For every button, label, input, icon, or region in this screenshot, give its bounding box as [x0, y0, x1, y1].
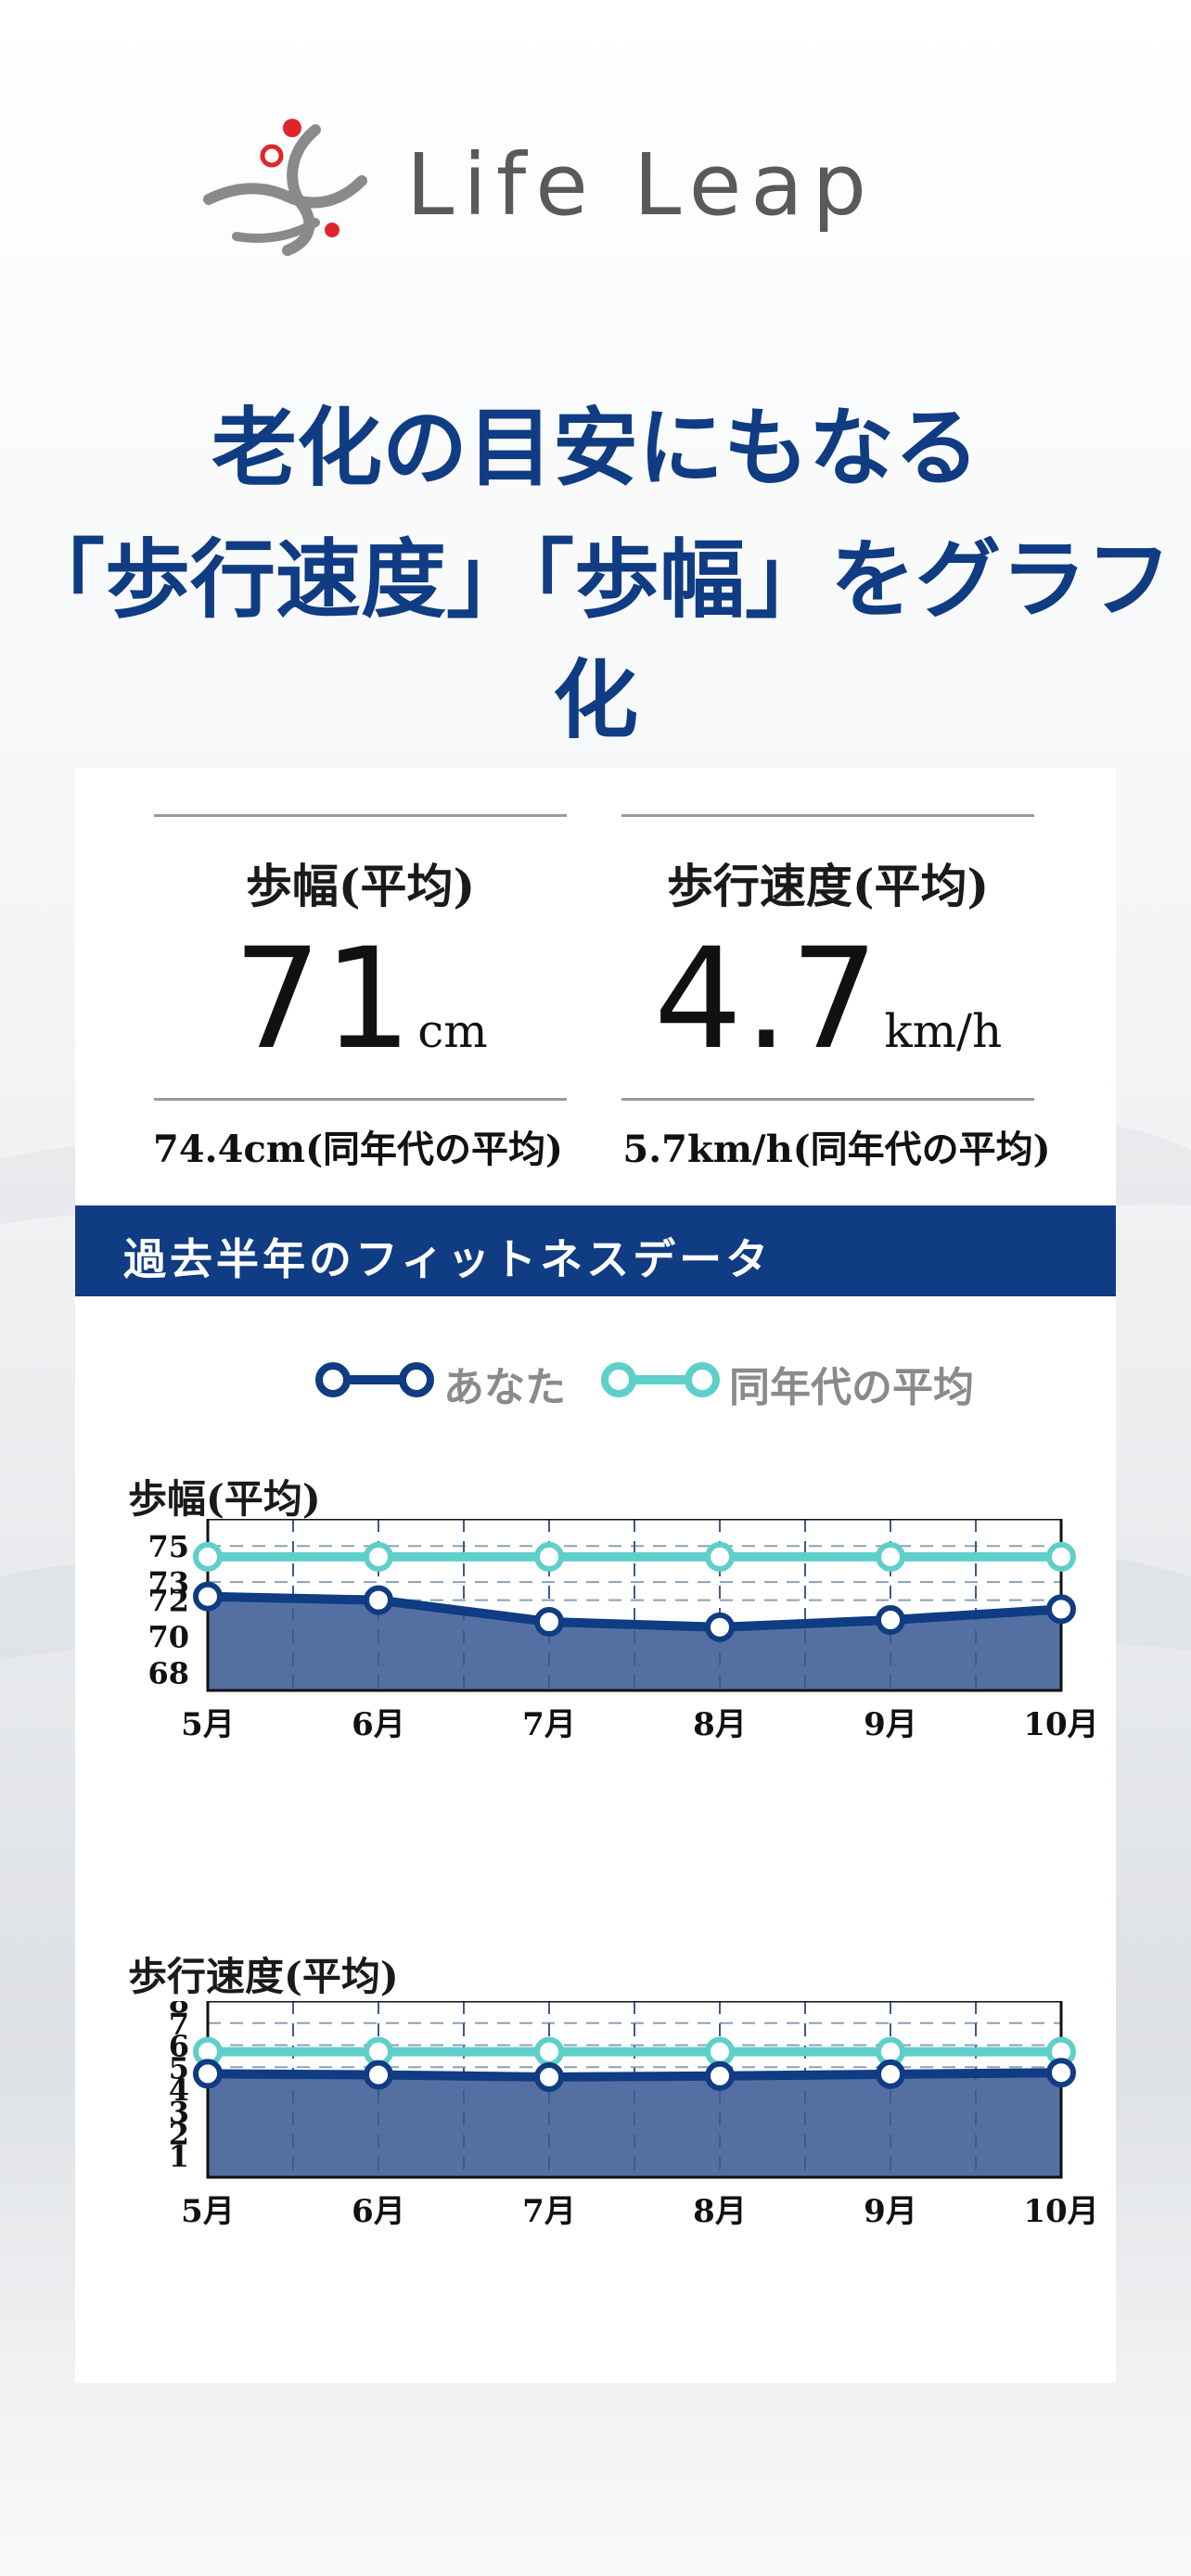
you-area [208, 1596, 1061, 1690]
stride-title: 歩幅(平均) [245, 859, 476, 913]
peer-point [193, 1541, 223, 1572]
headline-line-2: 「歩行速度」「歩幅」をグラフ化 [19, 529, 1172, 750]
y-tick-label: 4 [169, 2072, 189, 2108]
peer-point [534, 1541, 564, 1572]
y-tick-label: 68 [147, 1656, 189, 1691]
x-tick-label: 8月 [693, 2193, 747, 2230]
x-tick-label: 10月 [1023, 2193, 1098, 2230]
you-point [534, 1607, 564, 1637]
brand-logo: Life Leap [0, 111, 1191, 260]
x-tick-label: 7月 [522, 2193, 576, 2230]
you-point [534, 2061, 564, 2092]
stride-peer-average: 74.4cm(同年代の平均) [153, 1128, 563, 1171]
y-tick-label: 2 [169, 2117, 189, 2152]
you-point [876, 2059, 905, 2089]
speed-title: 歩行速度(平均) [666, 859, 990, 913]
y-tick-label: 75 [147, 1529, 189, 1564]
speed-unit: km/h [884, 1004, 1003, 1058]
peer-point [1046, 1541, 1076, 1572]
y-tick-label: 72 [147, 1584, 189, 1619]
x-tick-label: 7月 [522, 1706, 576, 1743]
legend-you-swatch-icon [315, 1362, 434, 1397]
peer-point [705, 2036, 735, 2067]
divider [621, 1098, 1034, 1101]
x-tick-label: 9月 [864, 1706, 917, 1743]
divider [621, 814, 1034, 817]
you-point [364, 2060, 393, 2090]
you-line [207, 1591, 1062, 1632]
x-tick-label: 8月 [693, 1706, 747, 1743]
section-banner: 過去半年のフィットネスデータ [75, 1205, 1116, 1296]
you-point [876, 1605, 905, 1636]
you-point [705, 1612, 735, 1642]
y-tick-label: 8 [169, 2001, 189, 2020]
you-line [207, 2068, 1062, 2082]
y-tick-label: 1 [169, 2138, 189, 2174]
legend-peer-label: 同年代の平均 [729, 1364, 974, 1411]
you-point [364, 1585, 393, 1615]
peer-point [364, 1541, 393, 1572]
peer-point [534, 2036, 564, 2067]
stride-unit: cm [417, 1004, 488, 1058]
you-point [193, 1581, 223, 1612]
you-point [193, 2059, 223, 2089]
speed-value: 4.7 [653, 919, 881, 1080]
speed-value-group: 4.7km/h [621, 925, 1034, 1116]
x-tick-label: 6月 [352, 1706, 405, 1743]
you-point [1046, 2058, 1076, 2088]
peer-point [705, 1541, 735, 1572]
peer-point [876, 1541, 905, 1572]
divider [154, 1098, 567, 1101]
legend-peer-swatch-icon [601, 1362, 720, 1397]
chart-legend: あなた 同年代の平均 [75, 1343, 1116, 1417]
stride-value-group: 71cm [154, 925, 567, 1116]
y-tick-label: 7 [169, 2007, 189, 2042]
stride-chart-title: 歩幅(平均) [128, 1476, 321, 1522]
plot-frame [206, 2001, 1063, 2179]
y-tick-label: 3 [169, 2095, 189, 2130]
fitness-card: 歩幅(平均) 71cm 歩行速度(平均) 4.7km/h 74.4cm(同年代の… [75, 768, 1116, 2383]
y-tick-label: 5 [169, 2050, 189, 2085]
x-tick-label: 9月 [864, 2193, 917, 2230]
speed-chart-title: 歩行速度(平均) [128, 1954, 399, 1999]
you-point [1046, 1594, 1076, 1625]
speed-peer-average: 5.7km/h(同年代の平均) [622, 1128, 1051, 1171]
legend-you-label: あなた [443, 1364, 566, 1411]
stride-value: 71 [233, 919, 415, 1080]
life-leap-logo-icon [203, 119, 367, 256]
y-tick-label: 73 [147, 1565, 189, 1600]
headline-line-1: 老化の目安にもなる [211, 398, 980, 498]
x-tick-label: 5月 [181, 1706, 235, 1743]
speed-stat: 歩行速度(平均) 4.7km/h [621, 814, 1034, 1102]
y-tick-label: 6 [169, 2029, 189, 2064]
brand-name: Life Leap [406, 135, 877, 235]
x-tick-label: 10月 [1023, 1706, 1098, 1743]
section-title: 過去半年のフィットネスデータ [123, 1234, 773, 1284]
stride-stat: 歩幅(平均) 71cm [154, 814, 567, 1102]
x-tick-label: 6月 [352, 2193, 405, 2230]
divider [154, 814, 567, 817]
you-point [705, 2060, 735, 2091]
x-tick-label: 5月 [181, 2193, 235, 2230]
y-tick-label: 70 [147, 1620, 189, 1655]
